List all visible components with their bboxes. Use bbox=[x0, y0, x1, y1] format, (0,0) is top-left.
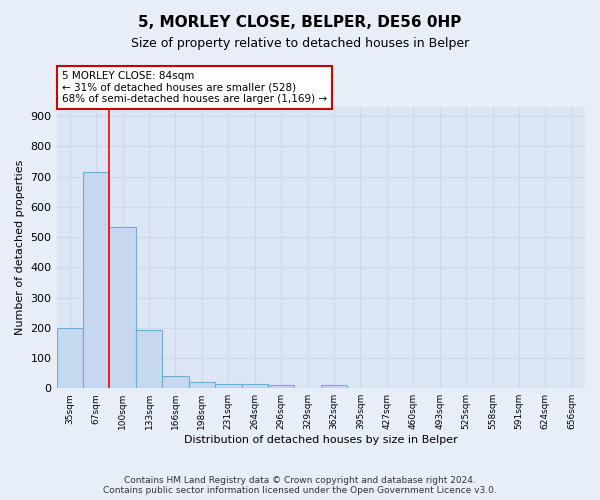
Bar bbox=[136, 330, 162, 388]
Bar bbox=[268, 385, 295, 388]
X-axis label: Distribution of detached houses by size in Belper: Distribution of detached houses by size … bbox=[184, 435, 458, 445]
Bar bbox=[188, 382, 215, 388]
Bar bbox=[321, 385, 347, 388]
Bar bbox=[162, 376, 188, 388]
Bar bbox=[215, 384, 242, 388]
Bar bbox=[109, 227, 136, 388]
Bar bbox=[83, 172, 109, 388]
Text: 5 MORLEY CLOSE: 84sqm
← 31% of detached houses are smaller (528)
68% of semi-det: 5 MORLEY CLOSE: 84sqm ← 31% of detached … bbox=[62, 71, 327, 104]
Y-axis label: Number of detached properties: Number of detached properties bbox=[15, 160, 25, 336]
Text: 5, MORLEY CLOSE, BELPER, DE56 0HP: 5, MORLEY CLOSE, BELPER, DE56 0HP bbox=[139, 15, 461, 30]
Bar bbox=[242, 384, 268, 388]
Text: Size of property relative to detached houses in Belper: Size of property relative to detached ho… bbox=[131, 38, 469, 51]
Bar bbox=[56, 328, 83, 388]
Text: Contains HM Land Registry data © Crown copyright and database right 2024.
Contai: Contains HM Land Registry data © Crown c… bbox=[103, 476, 497, 495]
